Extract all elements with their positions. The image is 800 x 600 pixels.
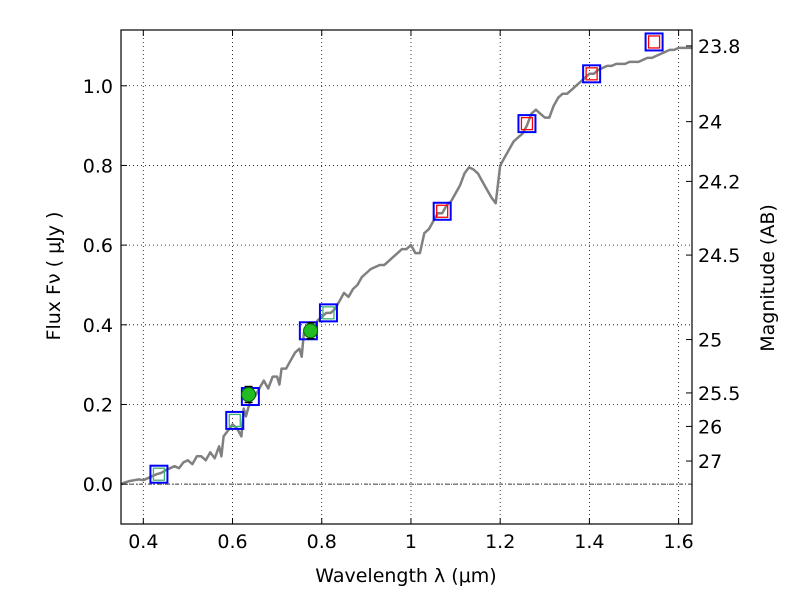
photometry-markers bbox=[149, 32, 664, 484]
x-tick-label: 1.2 bbox=[485, 531, 515, 553]
x-tick-label: 1.6 bbox=[664, 531, 694, 553]
x-tick-label: 0.8 bbox=[307, 531, 337, 553]
x-axis-title: Wavelength λ (μm) bbox=[315, 565, 496, 587]
y-tick-label: 0.2 bbox=[83, 394, 113, 416]
x-tick-label: 1.4 bbox=[574, 531, 604, 553]
model-flux-square bbox=[432, 201, 452, 221]
inner-flux-square bbox=[152, 467, 166, 481]
inner-flux-square bbox=[436, 204, 449, 218]
x-tick-label: 1 bbox=[405, 531, 417, 553]
observed-flux-point bbox=[241, 387, 257, 403]
inner-flux-square bbox=[520, 116, 534, 131]
y2-axis-title: Magnitude (AB) bbox=[757, 204, 779, 352]
model-flux-square bbox=[318, 303, 338, 323]
grid bbox=[121, 30, 692, 524]
inner-flux-square bbox=[228, 413, 241, 428]
model-flux-square bbox=[582, 64, 602, 84]
inner-flux-square bbox=[322, 306, 335, 320]
y-axis-title: Flux Fν ( μJy ) bbox=[43, 212, 65, 341]
plot-frame bbox=[120, 29, 693, 525]
y-tick-label: 0.0 bbox=[83, 474, 113, 496]
model-flux-square bbox=[149, 464, 169, 484]
x-tick-label: 0.6 bbox=[217, 531, 247, 553]
spectrum-line bbox=[120, 46, 692, 486]
magnitude-tick-label: 23.8 bbox=[698, 36, 740, 58]
x-tick-label: 0.4 bbox=[128, 531, 158, 553]
inner-flux-square bbox=[585, 67, 598, 81]
y-tick-label: 0.8 bbox=[83, 155, 113, 177]
magnitude-tick-label: 24.5 bbox=[698, 245, 740, 267]
spectrum-series bbox=[120, 46, 692, 486]
model-flux-square bbox=[644, 32, 664, 52]
magnitude-tick-label: 25.5 bbox=[698, 383, 740, 405]
y-tick-label: 0.4 bbox=[83, 315, 113, 337]
y-tick-label: 1.0 bbox=[83, 76, 113, 98]
y-axis: 0.0 0.2 0.4 0.6 0.8 1.0 bbox=[83, 76, 127, 496]
x-axis: 0.4 0.6 0.8 1 1.2 1.4 1.6 bbox=[128, 30, 694, 553]
inner-flux-square bbox=[647, 35, 661, 49]
magnitude-tick-label: 24.2 bbox=[698, 171, 740, 193]
y-tick-label: 0.6 bbox=[83, 235, 113, 257]
magnitude-tick-label: 25 bbox=[698, 330, 722, 352]
magnitude-tick-label: 27 bbox=[698, 451, 722, 473]
magnitude-tick-label: 24 bbox=[698, 112, 722, 134]
observed-flux-point bbox=[303, 323, 319, 339]
model-flux-square bbox=[225, 410, 245, 430]
magnitude-tick-label: 26 bbox=[698, 416, 722, 438]
model-flux-square bbox=[517, 114, 537, 134]
magnitude-axis: 23.8 24 24.2 24.5 25 25.5 26 27 bbox=[686, 36, 740, 473]
